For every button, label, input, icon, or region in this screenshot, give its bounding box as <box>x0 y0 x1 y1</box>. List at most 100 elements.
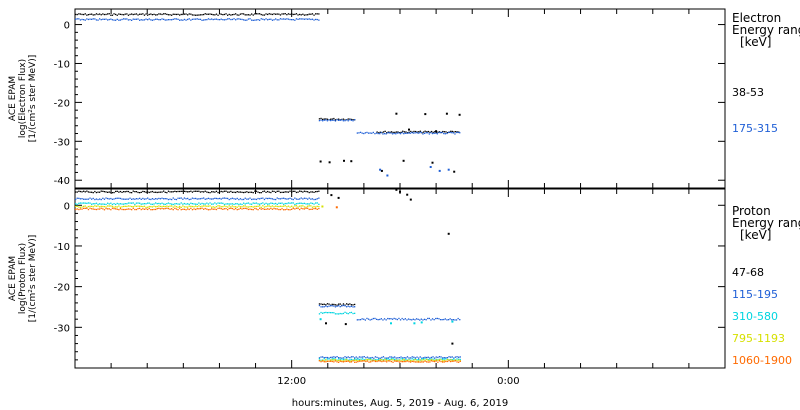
legend-entry: 310-580 <box>732 310 778 323</box>
data-point <box>336 361 338 363</box>
data-point <box>455 319 458 321</box>
data-point <box>236 206 238 208</box>
data-point <box>437 359 439 361</box>
data-point <box>87 198 90 200</box>
data-point <box>193 14 195 16</box>
data-point <box>217 207 219 209</box>
data-point <box>180 202 182 204</box>
data-point <box>338 357 340 359</box>
data-point <box>103 18 106 20</box>
data-point <box>411 319 413 321</box>
data-point <box>291 205 293 207</box>
data-point <box>139 197 141 199</box>
data-point <box>75 198 77 201</box>
data-point <box>102 203 104 205</box>
data-point <box>352 312 354 315</box>
data-point <box>292 190 294 192</box>
data-point <box>244 203 246 205</box>
data-point <box>139 207 141 209</box>
data-point <box>443 132 445 135</box>
data-point <box>449 318 451 320</box>
data-point <box>291 19 293 21</box>
data-point <box>220 206 222 208</box>
legend-title-line: Energy ranges <box>732 23 800 37</box>
data-point <box>134 191 136 193</box>
data-point <box>215 18 218 20</box>
y-tick-label: -20 <box>54 98 70 109</box>
data-point <box>268 18 270 20</box>
data-point <box>76 205 78 207</box>
data-point <box>422 358 425 360</box>
data-point <box>193 18 195 20</box>
data-point <box>84 207 86 209</box>
data-point <box>295 198 298 200</box>
data-point <box>408 358 410 360</box>
data-point <box>346 119 348 121</box>
data-point <box>84 19 86 21</box>
data-point <box>214 197 216 199</box>
data-point <box>395 318 397 320</box>
data-point <box>212 206 214 208</box>
data-point <box>153 13 155 15</box>
data-point <box>347 120 349 122</box>
data-point <box>278 198 280 200</box>
data-point <box>143 198 146 200</box>
data-point <box>107 19 109 21</box>
data-point <box>307 18 309 20</box>
data-point <box>191 203 194 205</box>
data-point <box>271 198 274 200</box>
data-point <box>363 359 365 361</box>
data-point <box>400 356 402 358</box>
data-point <box>92 18 94 20</box>
data-point <box>401 132 403 134</box>
data-point <box>420 318 422 320</box>
data-point <box>263 206 266 208</box>
data-point <box>252 192 254 194</box>
data-point <box>267 208 269 210</box>
data-point <box>113 191 115 194</box>
data-point <box>190 13 192 15</box>
data-point <box>381 356 383 359</box>
data-point <box>243 198 245 201</box>
data-point <box>386 358 388 360</box>
data-point <box>363 318 365 320</box>
data-point <box>193 197 195 200</box>
data-point <box>336 119 338 121</box>
data-point <box>313 14 315 16</box>
data-point <box>268 208 270 210</box>
data-point <box>227 18 229 20</box>
data-point <box>129 208 131 210</box>
electron-y-axis-label: ACE EPAM log(Electron Flux) [1/(cm²s ster … <box>8 55 38 142</box>
data-point <box>171 208 173 210</box>
data-point <box>453 170 456 173</box>
data-point <box>270 197 272 200</box>
data-point <box>151 190 154 193</box>
data-point <box>283 191 285 193</box>
y-axis-label-line: ACE EPAM <box>8 76 18 121</box>
data-point <box>172 203 174 206</box>
data-point <box>225 18 227 21</box>
data-point <box>450 360 452 363</box>
data-point <box>268 13 270 15</box>
data-point <box>267 205 269 207</box>
data-point <box>331 312 333 314</box>
data-point <box>430 359 433 361</box>
data-point <box>99 208 101 210</box>
data-point <box>302 18 304 20</box>
data-point <box>338 305 340 307</box>
data-point <box>158 13 160 15</box>
data-point <box>79 190 82 193</box>
data-point <box>123 203 125 205</box>
data-point <box>316 18 318 21</box>
data-point <box>252 202 254 204</box>
data-point <box>451 356 453 358</box>
data-point <box>323 118 325 120</box>
data-point <box>434 131 436 133</box>
data-point <box>107 205 109 207</box>
data-point <box>320 361 322 363</box>
data-point <box>406 360 409 362</box>
data-point <box>443 359 445 362</box>
data-point <box>303 14 306 16</box>
data-point <box>235 191 237 194</box>
data-point <box>259 198 261 200</box>
